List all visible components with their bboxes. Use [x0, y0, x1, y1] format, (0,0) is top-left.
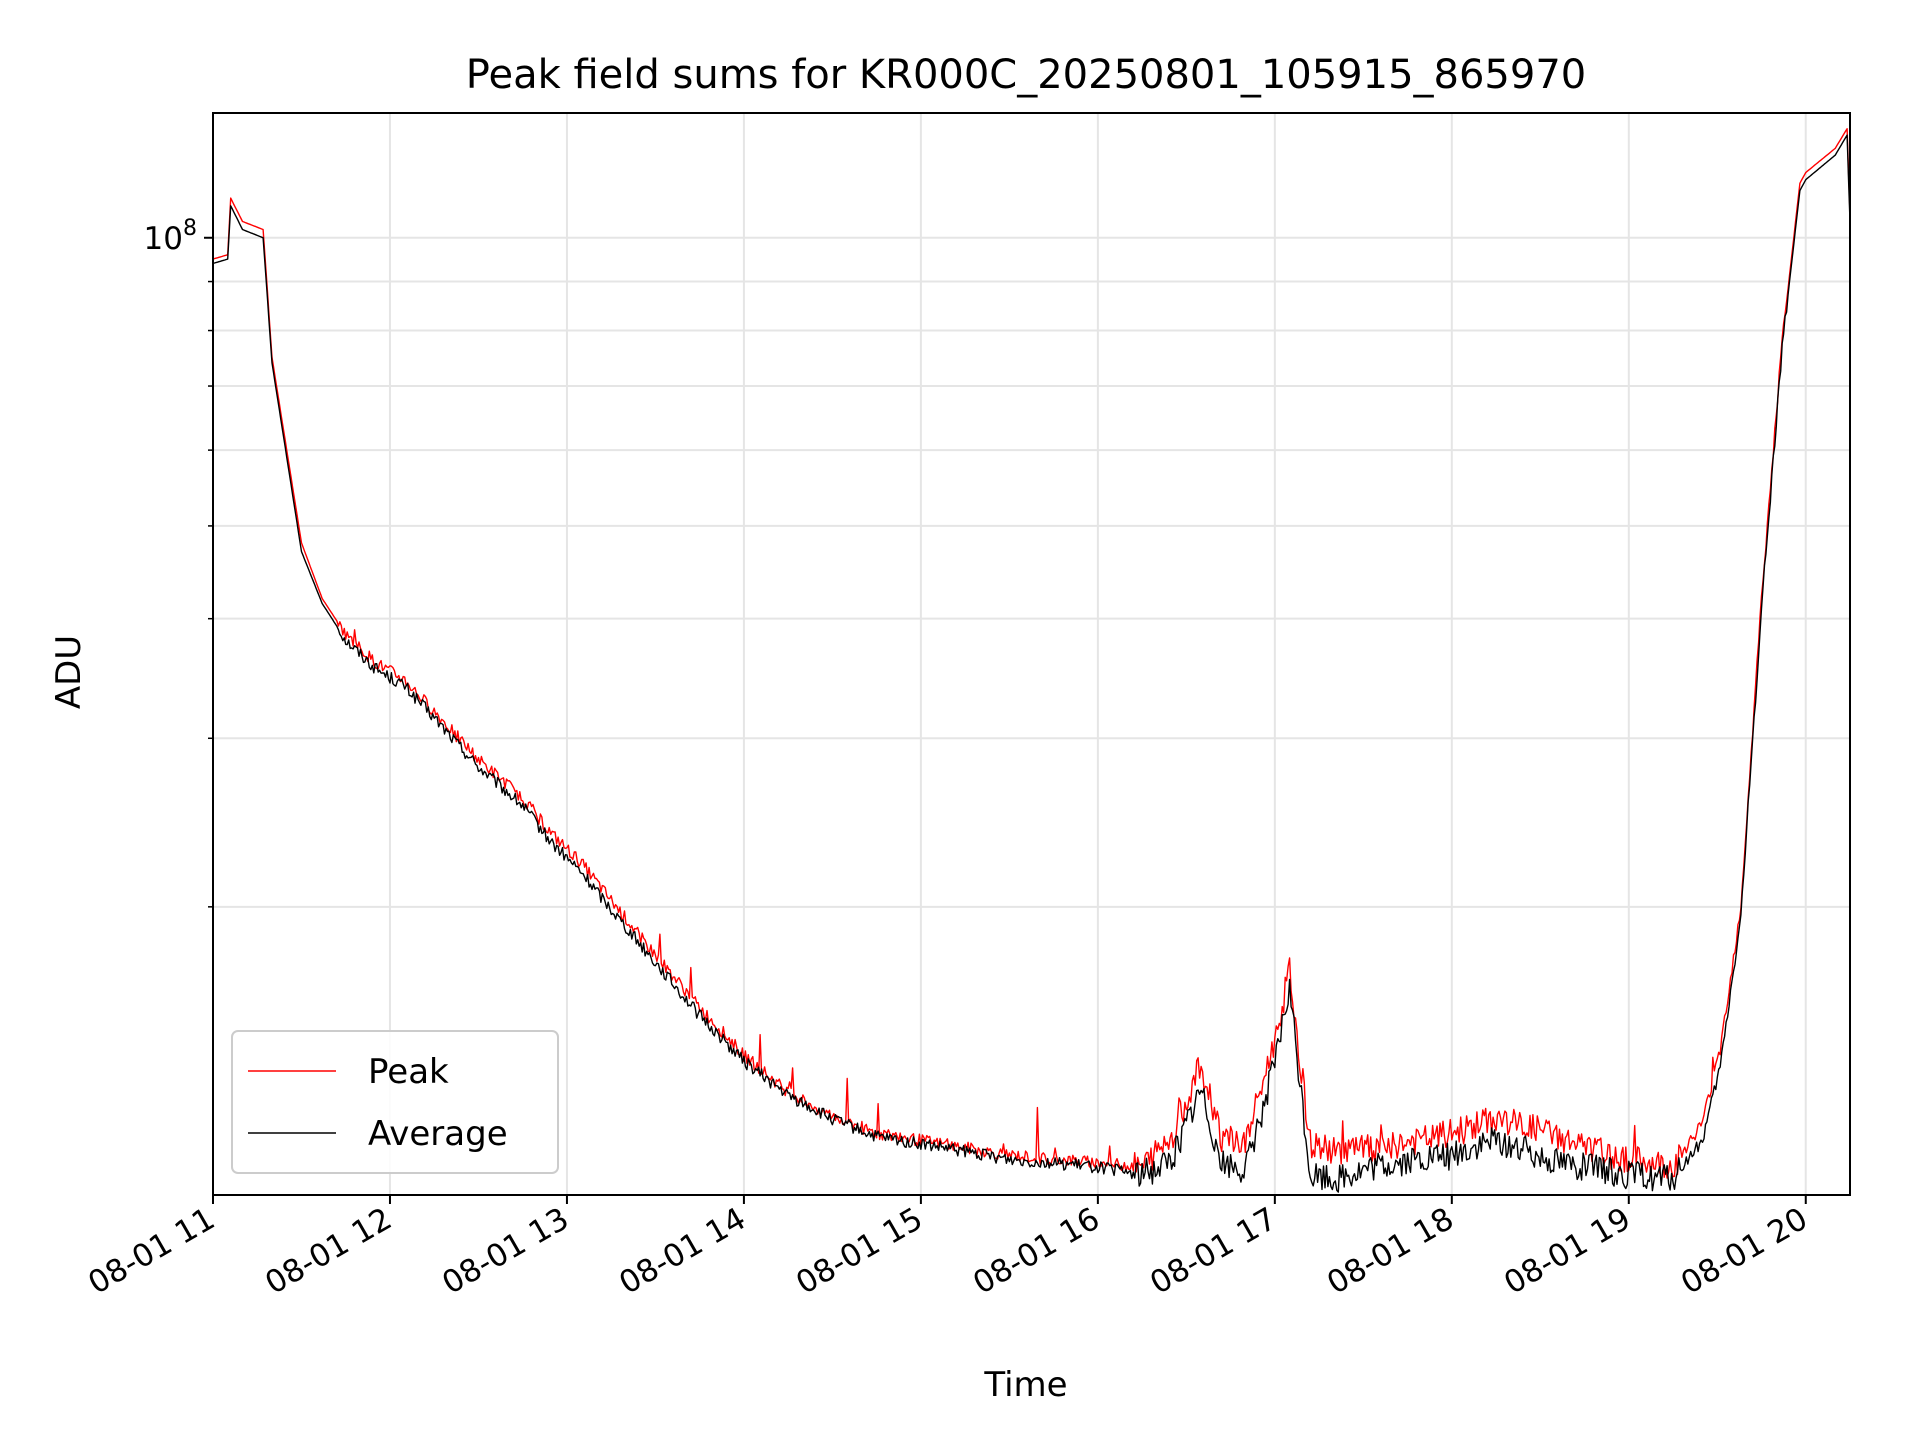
- series-layer: [212, 127, 1851, 1193]
- y-axis-label: ADU: [49, 635, 89, 709]
- grid: [213, 113, 1850, 1195]
- series-line-peak: [212, 127, 1851, 1179]
- legend-label-average: Average: [368, 1114, 508, 1154]
- x-axis-label: Time: [983, 1365, 1067, 1405]
- y-axis: 108: [144, 216, 213, 908]
- plot-frame: [212, 112, 1851, 1196]
- legend: Peak Average: [231, 1030, 559, 1174]
- y-tick-label: 108: [144, 216, 197, 257]
- chart-title: Peak field sums for KR000C_20250801_1059…: [466, 52, 1586, 98]
- legend-box: [231, 1030, 559, 1174]
- series-line-average: [212, 134, 1851, 1193]
- legend-label-peak: Peak: [368, 1052, 449, 1092]
